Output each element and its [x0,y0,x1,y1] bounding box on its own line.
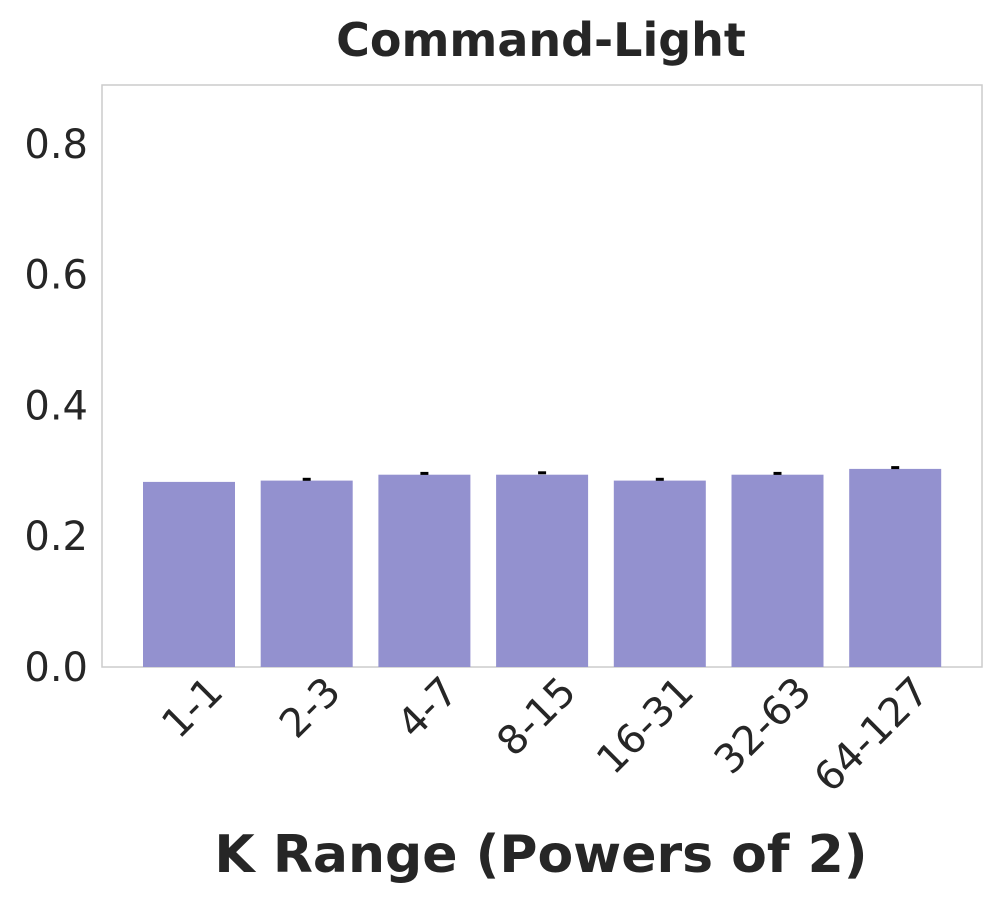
y-tick-label: 0.6 [24,253,88,299]
x-tick-label: 64-127 [806,669,939,802]
y-tick-label: 0.8 [24,122,88,168]
y-tick-label: 0.2 [24,514,88,560]
x-tick-label: 1-1 [153,669,232,748]
bar-4-7 [378,474,471,667]
x-tick-label: 8-15 [488,669,585,766]
x-axis-label: K Range (Powers of 2) [214,825,867,885]
bar-32-63 [731,474,824,667]
x-tick-label: 4-7 [389,669,468,748]
error-bars-group [302,466,900,481]
y-tick-label: 0.4 [24,383,88,429]
bar-2-3 [260,480,353,667]
chart-title: Command-Light [336,13,746,67]
bar-16-31 [613,480,706,667]
bar-64-127 [849,468,942,667]
bars-group [143,468,942,667]
x-tick-label: 32-63 [706,669,821,784]
bar-1-1 [143,481,235,667]
bar-8-15 [496,474,589,667]
x-tick-label: 16-31 [588,669,703,784]
y-tick-label: 0.0 [24,645,88,691]
x-tick-label: 2-3 [271,669,350,748]
y-axis-ticks: 0.0 0.2 0.4 0.6 0.8 [24,122,88,691]
